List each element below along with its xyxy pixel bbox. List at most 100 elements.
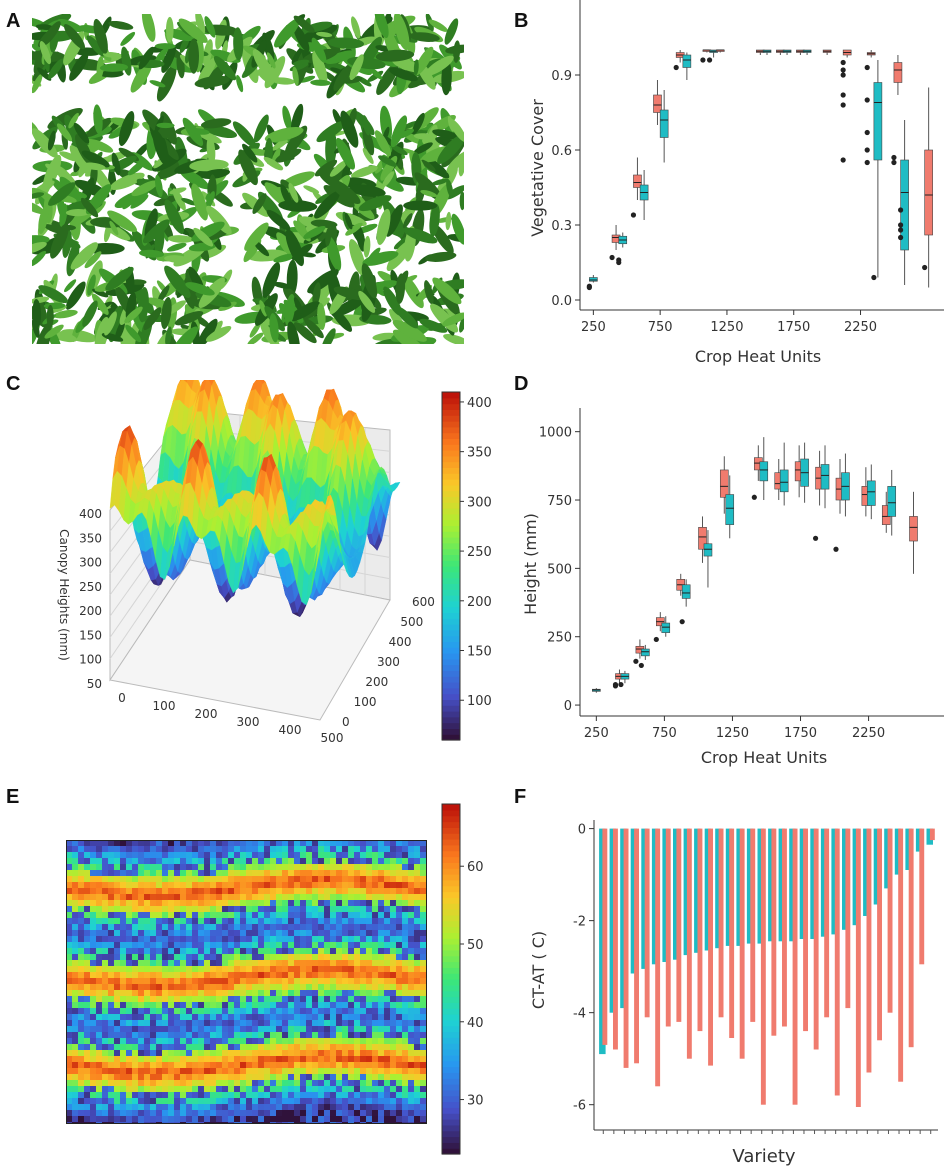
heatmap-cell [282,912,288,918]
heatmap-cell [270,1050,276,1056]
heatmap-cell [402,876,408,882]
heatmap-cell [384,930,390,936]
leaf-shape [46,304,54,329]
heatmap-cell [360,1026,366,1032]
chart-d-outlier [653,636,659,643]
heatmap-cell [66,906,72,912]
heatmap-cell [156,1038,162,1044]
heatmap-cell [216,906,222,912]
heatmap-cell [138,978,144,984]
heatmap-cell [222,1056,228,1062]
heatmap-cell [216,894,222,900]
heatmap-cell [222,990,228,996]
heatmap-cell [246,840,252,846]
heatmap-cell [174,1032,180,1038]
heatmap-cell [132,1026,138,1032]
heatmap-cell [294,894,300,900]
heatmap-cell [360,840,366,846]
heatmap-cell [198,900,204,906]
heatmap-cell [264,942,270,948]
leaf-shape [32,74,43,94]
colorbar-c-band [442,554,460,561]
heatmap-cell [312,906,318,912]
heatmap-cell [372,876,378,882]
heatmap-cell [396,870,402,876]
heatmap-cell [138,954,144,960]
heatmap-cell [162,1026,168,1032]
heatmap-cell [204,1026,210,1032]
heatmap-cell [102,888,108,894]
heatmap-cell [252,972,258,978]
heatmap-cell [168,876,174,882]
heatmap-cell [252,990,258,996]
chart-b-box [922,87,933,288]
heatmap-cell [324,1002,330,1008]
heatmap-cell [294,840,300,846]
heatmap-cell [324,846,330,852]
heatmap-cell [150,990,156,996]
leaf-shape [403,200,438,211]
heatmap-cell [390,864,396,870]
heatmap-cell [258,864,264,870]
heatmap-cell [222,948,228,954]
heatmap-cell [306,1056,312,1062]
heatmap-cell [180,888,186,894]
heatmap-cell [270,882,276,888]
heatmap-cell [84,1032,90,1038]
heatmap-cell [168,996,174,1002]
heatmap-cell [390,1002,396,1008]
colorbar-c-band [442,653,460,660]
leaf-shape [260,322,280,344]
heatmap-cell [150,948,156,954]
leaf-shape [65,208,91,217]
chart-d-box-body [703,543,713,557]
heatmap-cell [102,870,108,876]
heatmap-cell [294,1056,300,1062]
heatmap-cell [66,948,72,954]
heatmap-cell [354,1050,360,1056]
heatmap-cell [336,1038,342,1044]
heatmap-cell [198,990,204,996]
heatmap-cell [210,1002,216,1008]
heatmap-cell [210,906,216,912]
heatmap-cell [312,870,318,876]
heatmap-cell [96,1008,102,1014]
leaf-shape [386,239,414,272]
chart-b-outlier [706,57,713,63]
heatmap-cell [78,894,84,900]
heatmap-cell [126,870,132,876]
heatmap-cell [414,924,420,930]
heatmap-cell [360,1002,366,1008]
heatmap-cell [312,1044,318,1050]
heatmap-cell [354,1056,360,1062]
heatmap-cell [270,900,276,906]
heatmap-cell [186,960,192,966]
heatmap-cell [252,852,258,858]
chart-c-ztick-label: 250 [79,580,102,594]
colorbar-c-band [442,490,460,497]
heatmap-cell [282,936,288,942]
heatmap-cell [132,864,138,870]
chart-b-box [653,80,662,125]
heatmap-cell [318,1032,324,1038]
heatmap-cell [354,858,360,864]
heatmap-cell [120,990,126,996]
heatmap-cell [162,942,168,948]
heatmap-cell [360,882,366,888]
heatmap-cell [252,924,258,930]
heatmap-cell [186,840,192,846]
heatmap-cell [252,942,258,948]
heatmap-cell [84,894,90,900]
heatmap-cell [330,924,336,930]
heatmap-cell [156,990,162,996]
leaf-shape [269,313,279,343]
heatmap-cell [144,1044,150,1050]
leaf-shape [414,46,434,76]
chart-d-box [841,453,850,517]
heatmap-cell [258,1002,264,1008]
heatmap-cell [384,996,390,1002]
leaf-shape [130,194,149,209]
heatmap-cell [72,1014,78,1020]
heatmap-cell [270,924,276,930]
heatmap-cell [186,1056,192,1062]
